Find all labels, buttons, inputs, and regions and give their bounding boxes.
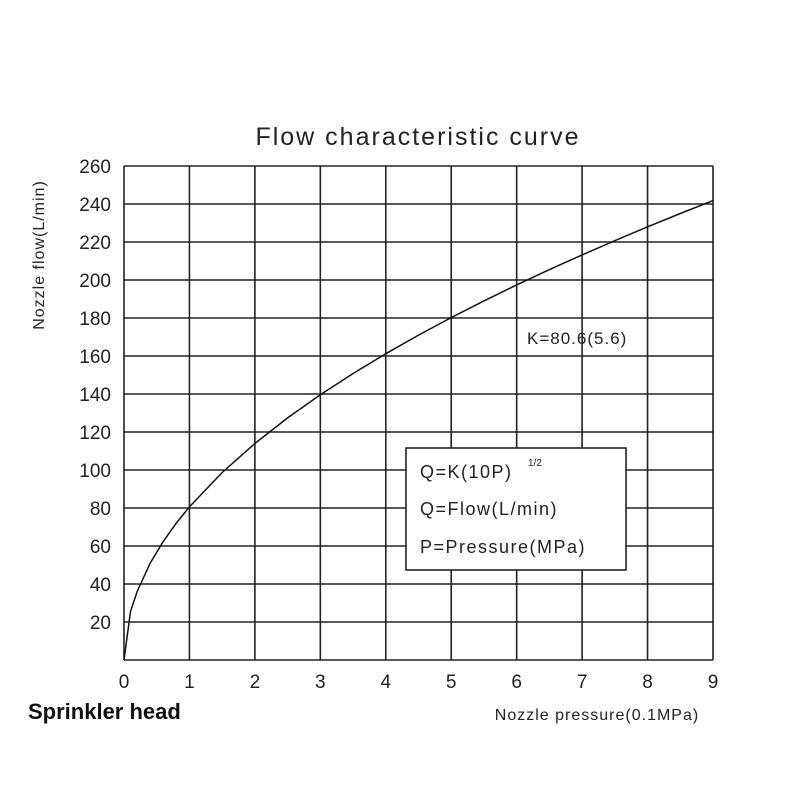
x-tick-label: 4: [380, 672, 391, 693]
x-tick-label: 0: [119, 672, 130, 693]
x-tick-labels: 0 1 2 3 4 5 6 7 8 9: [119, 672, 719, 693]
y-tick-label: 260: [79, 157, 111, 178]
y-axis-label: Nozzle flow(L/min): [31, 180, 48, 330]
flow-curve: [123, 199, 714, 661]
x-tick-label: 9: [708, 672, 719, 693]
x-tick-label: 6: [511, 672, 522, 693]
caption-sprinkler-head: Sprinkler head: [28, 699, 181, 724]
y-tick-label: 20: [90, 613, 111, 634]
x-tick-label: 5: [446, 672, 457, 693]
x-tick-label: 7: [577, 672, 588, 693]
y-tick-label: 120: [79, 423, 111, 444]
y-tick-label: 100: [79, 461, 111, 482]
y-tick-label: 80: [90, 499, 111, 520]
y-tick-labels: 20 40 60 80 100 120 140 160 180 200 220 240 260: [79, 157, 111, 634]
y-tick-label: 220: [79, 233, 111, 254]
y-tick-label: 180: [79, 309, 111, 330]
y-tick-label: 200: [79, 271, 111, 292]
x-tick-label: 8: [642, 672, 653, 693]
x-tick-label: 1: [184, 672, 195, 693]
formula-exponent: 1/2: [528, 458, 542, 469]
chart-title: Flow characteristic curve: [255, 123, 580, 151]
x-tick-label: 2: [250, 672, 261, 693]
x-tick-label: 3: [315, 672, 326, 693]
y-tick-label: 140: [79, 385, 111, 406]
y-tick-label: 160: [79, 347, 111, 368]
formula-box: [405, 447, 627, 571]
grid: [123, 165, 714, 661]
y-tick-label: 40: [90, 575, 111, 596]
formula-main: Q=K(10P): [420, 462, 513, 482]
formula-pressure: P=Pressure(MPa): [420, 537, 586, 557]
k-factor-label: K=80.6(5.6): [527, 329, 627, 348]
y-tick-label: 60: [90, 537, 111, 558]
formula-flow: Q=Flow(L/min): [420, 499, 558, 519]
x-axis-label: Nozzle pressure(0.1MPa): [495, 707, 699, 724]
y-tick-label: 240: [79, 195, 111, 216]
